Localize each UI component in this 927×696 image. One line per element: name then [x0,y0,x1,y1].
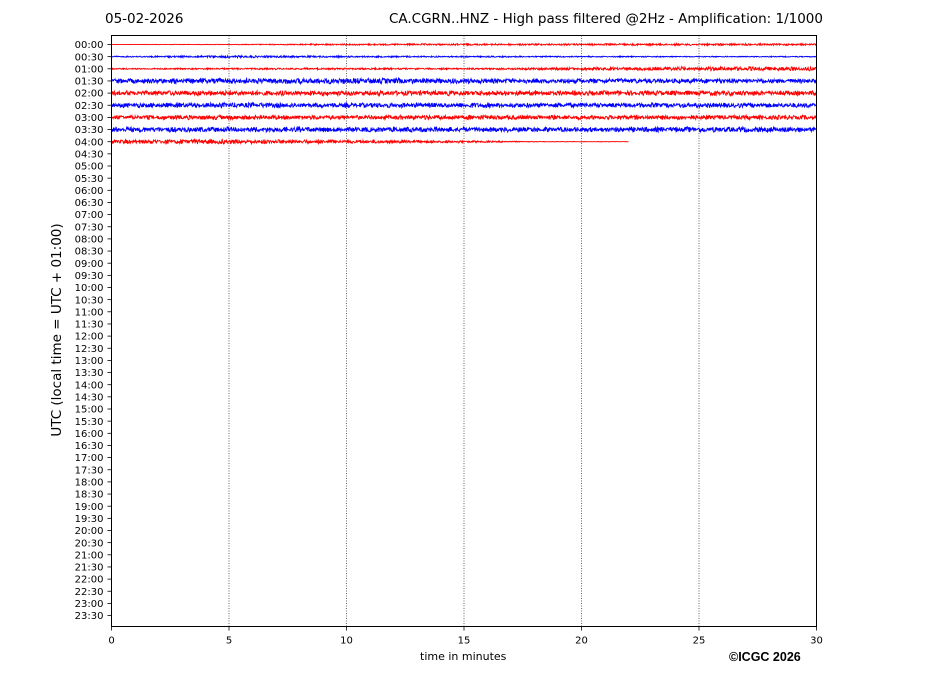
trace-0200 [111,89,817,98]
y-tick-label: 10:00 [75,283,104,294]
x-axis-label: time in minutes [420,650,507,663]
chart-title: CA.CGRN..HNZ - High pass filtered @2Hz -… [388,11,823,27]
y-tick-label: 10:30 [75,295,104,306]
y-tick-label: 19:00 [75,502,104,513]
y-tick-label: 21:00 [75,550,104,561]
y-tick-label: 05:00 [75,162,104,173]
y-tick-label: 04:30 [75,149,104,160]
y-tick-label: 13:30 [75,368,104,379]
trace-0000 [111,41,817,47]
x-tick-label: 0 [108,636,114,647]
x-tick-label: 20 [575,636,588,647]
traces [111,41,817,146]
x-tick-label: 30 [810,636,823,647]
trace-0130 [111,76,817,86]
y-tick-label: 06:30 [75,198,104,209]
y-tick-label: 07:00 [75,210,104,221]
y-tick-label: 15:30 [75,417,104,428]
y-tick-label: 12:30 [75,344,104,355]
y-tick-label: 23:00 [75,599,104,610]
y-tick-label: 09:30 [75,271,104,282]
y-tick-label: 08:00 [75,235,104,246]
y-tick-label: 04:00 [75,137,104,148]
copyright-label: ©ICGC 2026 [729,650,801,664]
y-tick-label: 07:30 [75,222,104,233]
y-tick-label: 20:00 [75,526,104,537]
y-tick-label: 14:00 [75,380,104,391]
y-tick-label: 02:00 [75,89,104,100]
y-tick-label: 17:00 [75,453,104,464]
y-tick-label: 20:30 [75,538,104,549]
y-tick-label: 23:30 [75,611,104,622]
y-tick-label: 11:30 [75,320,104,331]
trace-0400 [111,137,629,146]
y-tick-label: 00:30 [75,52,104,63]
y-tick-label: 16:30 [75,441,104,452]
y-tick-label: 15:00 [75,405,104,416]
trace-0100 [111,65,817,73]
y-tick-label: 22:30 [75,587,104,598]
x-tick-label: 15 [458,636,471,647]
y-tick-label: 01:30 [75,77,104,88]
y-tick-label: 00:00 [75,40,104,51]
y-tick-label: 11:00 [75,307,104,318]
y-tick-label: 17:30 [75,465,104,476]
trace-0030 [111,54,817,60]
y-tick-label: 09:00 [75,259,104,270]
y-tick-label: 19:30 [75,514,104,525]
y-tick-label: 06:00 [75,186,104,197]
y-tick-label: 21:30 [75,563,104,574]
gridlines [228,35,700,627]
trace-0330 [111,125,817,134]
y-tick-label: 03:00 [75,113,104,124]
y-tick-label: 22:00 [75,575,104,586]
x-axis: 0 5 10 15 20 25 30 [108,626,823,647]
y-axis-label: UTC (local time = UTC + 01:00) [49,223,65,437]
y-tick-label: 18:00 [75,478,104,489]
y-tick-label: 08:30 [75,247,104,258]
y-tick-label: 01:00 [75,64,104,75]
y-tick-label: 14:30 [75,392,104,403]
y-tick-label: 12:00 [75,332,104,343]
y-tick-label: 02:30 [75,101,104,112]
x-tick-label: 25 [693,636,706,647]
date-label: 05-02-2026 [105,11,184,27]
x-tick-label: 10 [340,636,353,647]
y-tick-label: 18:30 [75,490,104,501]
y-tick-label: 05:30 [75,174,104,185]
trace-0230 [111,101,817,110]
y-tick-label: 13:00 [75,356,104,367]
y-tick-label: 03:30 [75,125,104,136]
x-tick-label: 5 [226,636,232,647]
trace-0300 [111,113,817,122]
y-tick-label: 16:00 [75,429,104,440]
